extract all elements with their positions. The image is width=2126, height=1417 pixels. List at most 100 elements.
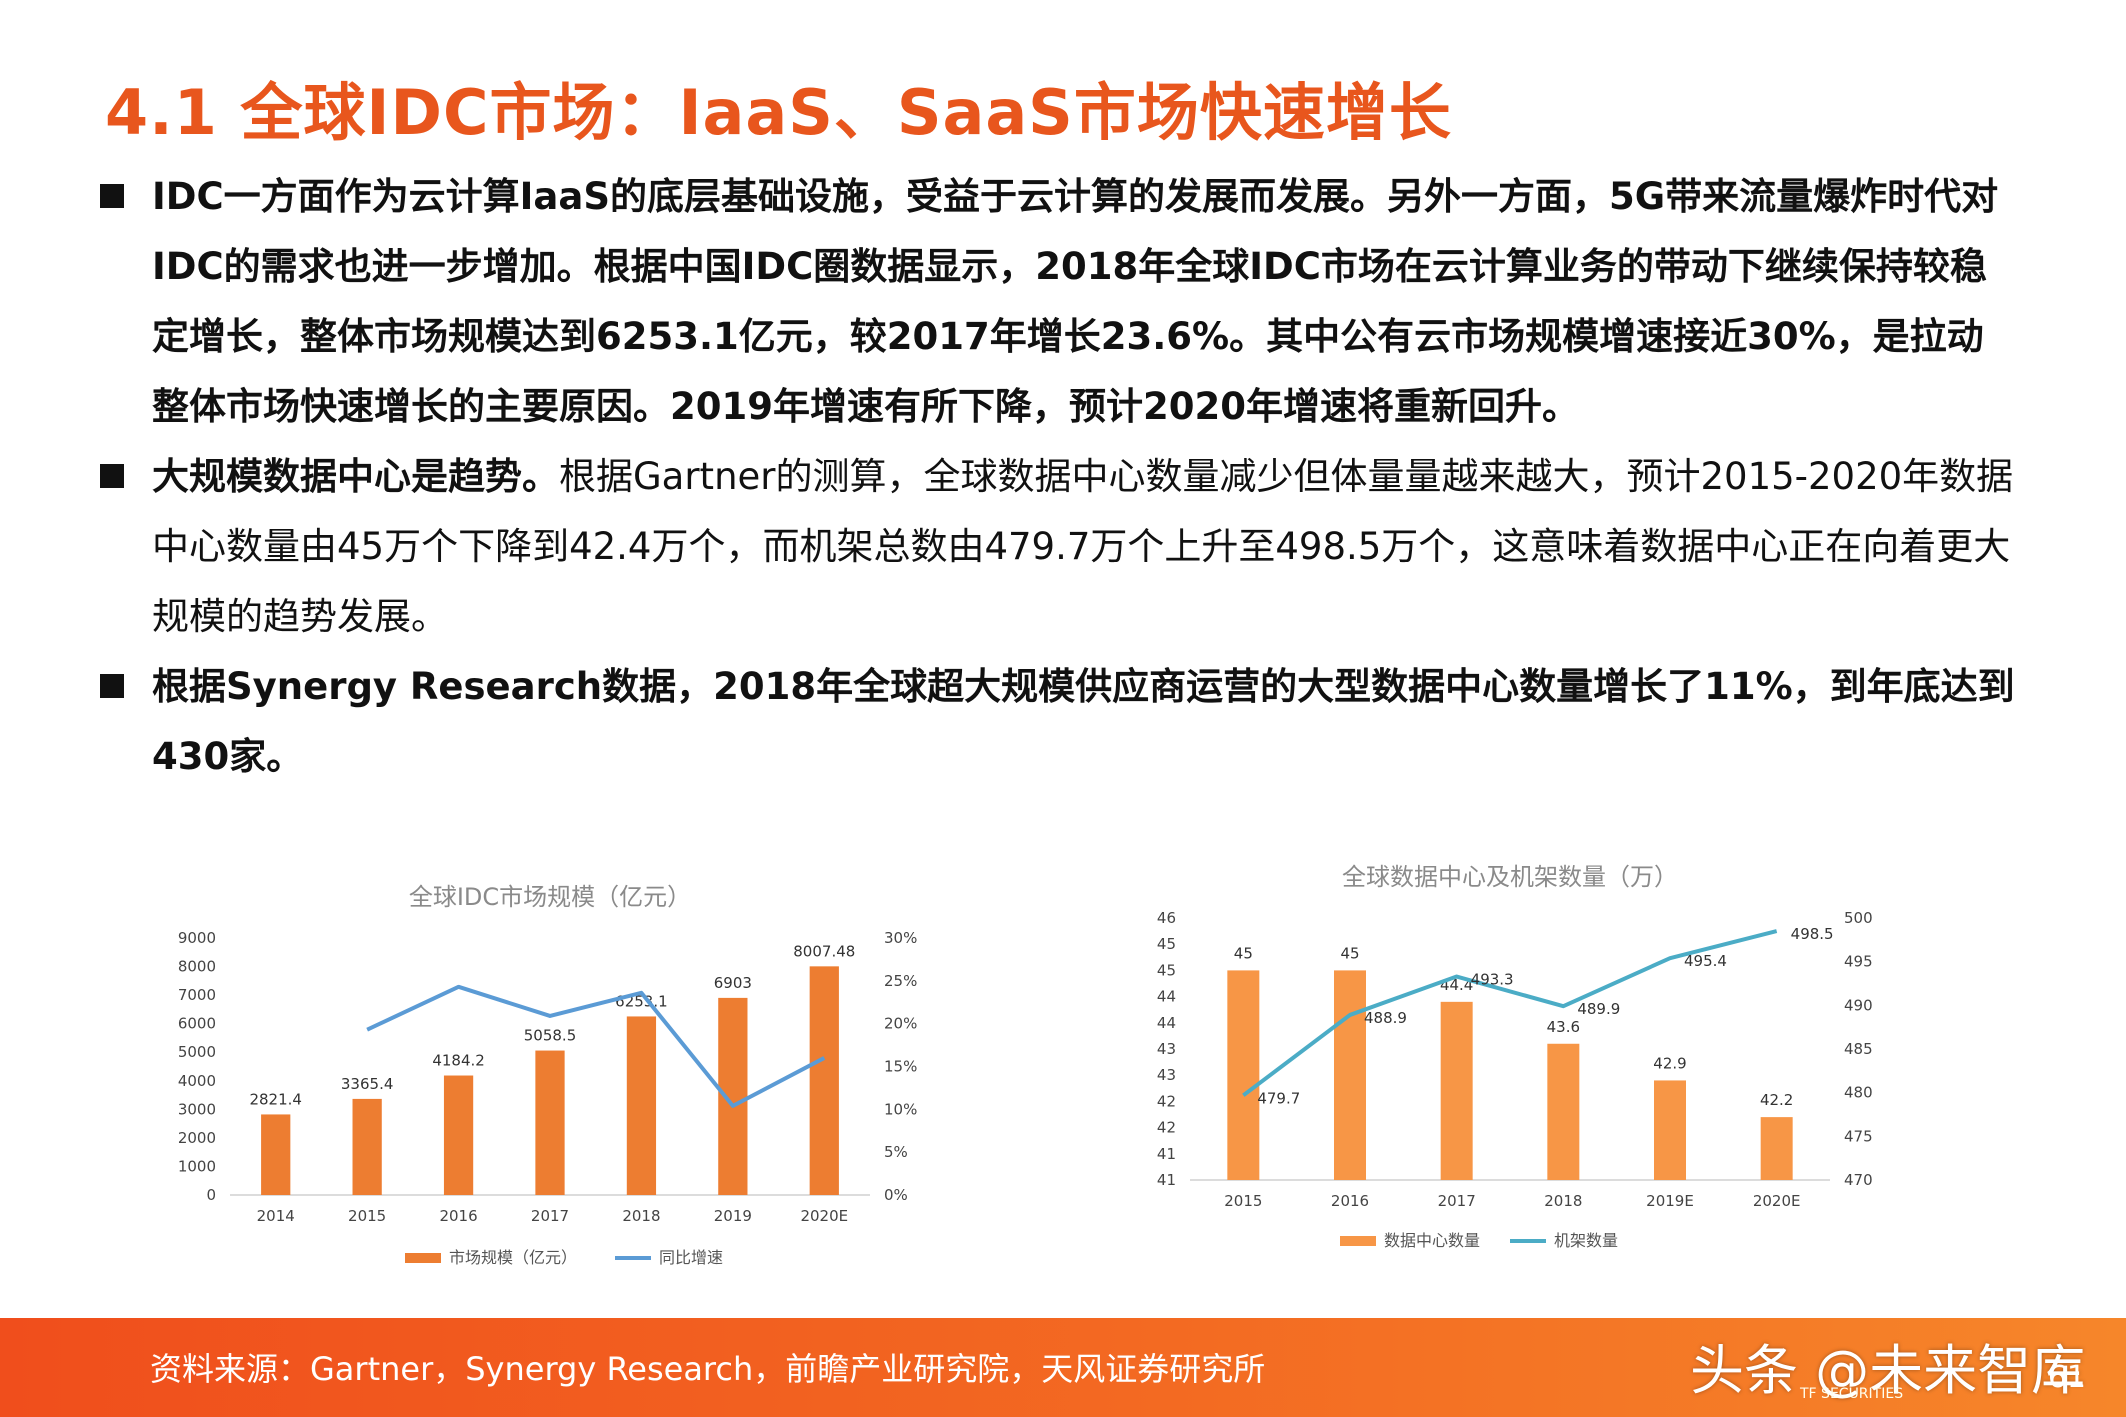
x-tick-label: 2015	[1224, 1192, 1262, 1210]
y-left-tick-label: 3000	[178, 1100, 216, 1118]
legend-bar-label: 市场规模（亿元）	[449, 1248, 577, 1267]
y-left-tick-label: 45	[1157, 961, 1176, 979]
y-left-tick-label: 42	[1157, 1092, 1176, 1110]
x-tick-label: 2018	[1544, 1192, 1582, 1210]
y-right-tick-label: 500	[1844, 909, 1873, 927]
y-right-tick-label: 30%	[884, 929, 917, 947]
x-tick-label: 2017	[531, 1207, 569, 1225]
x-tick-label: 2017	[1438, 1192, 1476, 1210]
line-series	[366, 984, 826, 1108]
y-left-tick-label: 8000	[178, 958, 216, 976]
x-tick-label: 2020E	[1753, 1192, 1801, 1210]
bar	[1547, 1043, 1580, 1180]
y-left-tick-label: 41	[1157, 1145, 1176, 1163]
bar	[1440, 1001, 1473, 1180]
bar	[1334, 970, 1366, 1180]
x-tick-label: 2018	[622, 1207, 660, 1225]
bar	[718, 997, 748, 1195]
y-left-tick-label: 42	[1157, 1119, 1176, 1137]
footer-source: 资料来源：Gartner，Synergy Research，前瞻产业研究院，天风…	[150, 1350, 1266, 1388]
line-series	[1242, 929, 1778, 1097]
bullet-bold-text: 根据Synergy Research数据，2018年全球超大规模供应商运营的大型…	[152, 665, 2015, 778]
idc-market-chart: 全球IDC市场规模（亿元） 0 1000 2000 3000 4000 5000 6000 70…	[150, 870, 970, 1280]
bar-data-label: 4184.2	[432, 1052, 485, 1070]
bar-data-label: 43.6	[1547, 1018, 1580, 1036]
bullet-bold-text: IDC一方面作为云计算IaaS的底层基础设施，受益于云计算的发展而发展。另外一方…	[152, 175, 1999, 428]
y-left-tick-label: 4000	[178, 1072, 216, 1090]
y-left-tick-label: 1000	[178, 1157, 216, 1175]
y-left-tick-label: 43	[1157, 1066, 1176, 1084]
y-right-tick-label: 475	[1844, 1127, 1873, 1145]
y-left-tick-label: 45	[1157, 935, 1176, 953]
y-right-tick-label: 485	[1844, 1040, 1873, 1058]
y-left-tick-label: 0	[206, 1186, 216, 1204]
page-title: 4.1 全球IDC市场：IaaS、SaaS市场快速增长	[105, 76, 1452, 149]
x-tick-label: 2016	[439, 1207, 477, 1225]
y-left-tick-label: 41	[1157, 1171, 1176, 1189]
legend-bar-label: 数据中心数量	[1384, 1231, 1480, 1250]
y-right-tick-label: 10%	[884, 1100, 917, 1118]
bullet-item: IDC一方面作为云计算IaaS的底层基础设施，受益于云计算的发展而发展。另外一方…	[100, 162, 2020, 442]
square-bullet-icon	[100, 464, 124, 488]
bar	[1654, 1080, 1686, 1180]
bar-data-label: 3365.4	[341, 1075, 394, 1093]
chart-title: 全球IDC市场规模（亿元）	[409, 883, 691, 911]
y-right-tick-label: 5%	[884, 1143, 908, 1161]
bar	[1227, 970, 1260, 1180]
legend-line-label: 同比增速	[659, 1248, 723, 1267]
square-bullet-icon	[100, 184, 124, 208]
line-data-label: 489.9	[1577, 1000, 1620, 1018]
legend-bar-swatch	[1340, 1236, 1376, 1246]
bar-data-label: 42.9	[1653, 1054, 1686, 1072]
bullet-list: IDC一方面作为云计算IaaS的底层基础设施，受益于云计算的发展而发展。另外一方…	[100, 162, 2020, 792]
footer-bar: 资料来源：Gartner，Synergy Research，前瞻产业研究院，天风…	[0, 1318, 2126, 1417]
x-tick-label: 2016	[1331, 1192, 1369, 1210]
x-tick-label: 2019	[714, 1207, 752, 1225]
chart-title: 全球数据中心及机架数量（万）	[1342, 863, 1678, 891]
x-tick-label: 2019E	[1646, 1192, 1694, 1210]
bar	[443, 1075, 474, 1195]
y-right-tick-label: 0%	[884, 1186, 908, 1204]
footer-brand: TF SECURITIES	[1800, 1386, 1904, 1402]
y-left-tick-label: 46	[1157, 909, 1176, 927]
bar-data-label: 5058.5	[524, 1027, 577, 1045]
x-tick-label: 2014	[257, 1207, 295, 1225]
y-left-tick-label: 2000	[178, 1129, 216, 1147]
bar-data-label: 6903	[714, 974, 752, 992]
watermark: 头条 @未来智库	[1690, 1339, 2086, 1402]
y-left-tick-label: 9000	[178, 929, 216, 947]
bar-data-label: 8007.48	[793, 942, 855, 960]
bar	[1760, 1117, 1793, 1180]
bar	[261, 1114, 291, 1195]
y-right-tick-label: 495	[1844, 953, 1873, 971]
bullet-text: 大规模数据中心是趋势。根据Gartner的测算，全球数据中心数量减少但体量量越来…	[152, 442, 2020, 652]
line-data-label: 493.3	[1471, 971, 1514, 989]
y-left-tick-label: 44	[1157, 1014, 1176, 1032]
line-data-label: 479.7	[1257, 1089, 1300, 1107]
bar-data-label: 45	[1234, 944, 1253, 962]
y-left-tick-label: 7000	[178, 986, 216, 1004]
bullet-normal-text: 根据Gartner的测算，全球数据中心数量减少但体量量越来越大，预计2015-2…	[152, 455, 2014, 638]
line-data-label: 495.4	[1684, 952, 1727, 970]
y-right-tick-label: 470	[1844, 1171, 1873, 1189]
y-left-tick-label: 44	[1157, 988, 1176, 1006]
legend-bar-swatch	[405, 1253, 441, 1263]
y-right-tick-label: 25%	[884, 972, 917, 990]
y-right-tick-label: 490	[1844, 996, 1873, 1014]
y-right-tick-label: 15%	[884, 1058, 917, 1076]
y-right-tick-label: 20%	[884, 1015, 917, 1033]
bar	[626, 1016, 657, 1195]
bar-data-label: 42.2	[1760, 1091, 1793, 1109]
bar	[535, 1050, 565, 1195]
legend-line-label: 机架数量	[1554, 1231, 1618, 1250]
bar-data-label: 45	[1340, 944, 1359, 962]
bullet-item: 大规模数据中心是趋势。根据Gartner的测算，全球数据中心数量减少但体量量越来…	[100, 442, 2020, 652]
y-right-tick-label: 480	[1844, 1084, 1873, 1102]
datacenter-rack-chart-svg: 全球数据中心及机架数量（万） 41 41 42 42 43 43 44 44 45 45 46 470 4…	[1157, 863, 1873, 1250]
x-tick-label: 2015	[348, 1207, 386, 1225]
line-data-label: 498.5	[1791, 925, 1834, 943]
bullet-bold-text: 大规模数据中心是趋势。	[152, 455, 559, 498]
datacenter-rack-chart: 全球数据中心及机架数量（万） 41 41 42 42 43 43 44 44 45 45 46 470 4…	[1110, 850, 1930, 1270]
square-bullet-icon	[100, 674, 124, 698]
bar	[809, 966, 839, 1195]
